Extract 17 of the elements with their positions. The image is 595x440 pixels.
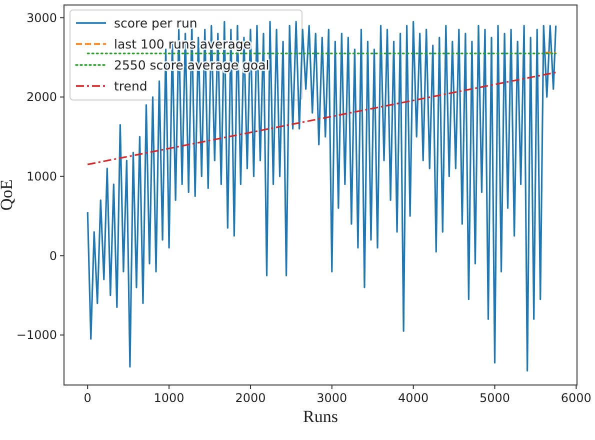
x-tick-label: 2000 (235, 391, 266, 405)
x-tick-label: 3000 (316, 391, 348, 405)
x-tick-label: 6000 (560, 391, 592, 405)
x-axis-title: Runs (303, 407, 338, 426)
y-tick-label: 3000 (26, 10, 57, 25)
y-tick-label: −1000 (16, 328, 57, 342)
y-tick-label: 2000 (26, 90, 57, 104)
x-tick-label: 0 (84, 391, 92, 405)
legend-label: score per run (114, 15, 198, 30)
x-tick-label: 4000 (398, 391, 429, 405)
x-tick-label: 1000 (154, 391, 184, 405)
legend-label: trend (114, 78, 148, 94)
x-tick-label: 5000 (479, 391, 510, 405)
y-tick-label: 1000 (26, 170, 57, 184)
line-series (86, 20, 557, 372)
y-tick-label: 0 (49, 248, 57, 263)
y-axis-title: QoE (0, 179, 16, 211)
